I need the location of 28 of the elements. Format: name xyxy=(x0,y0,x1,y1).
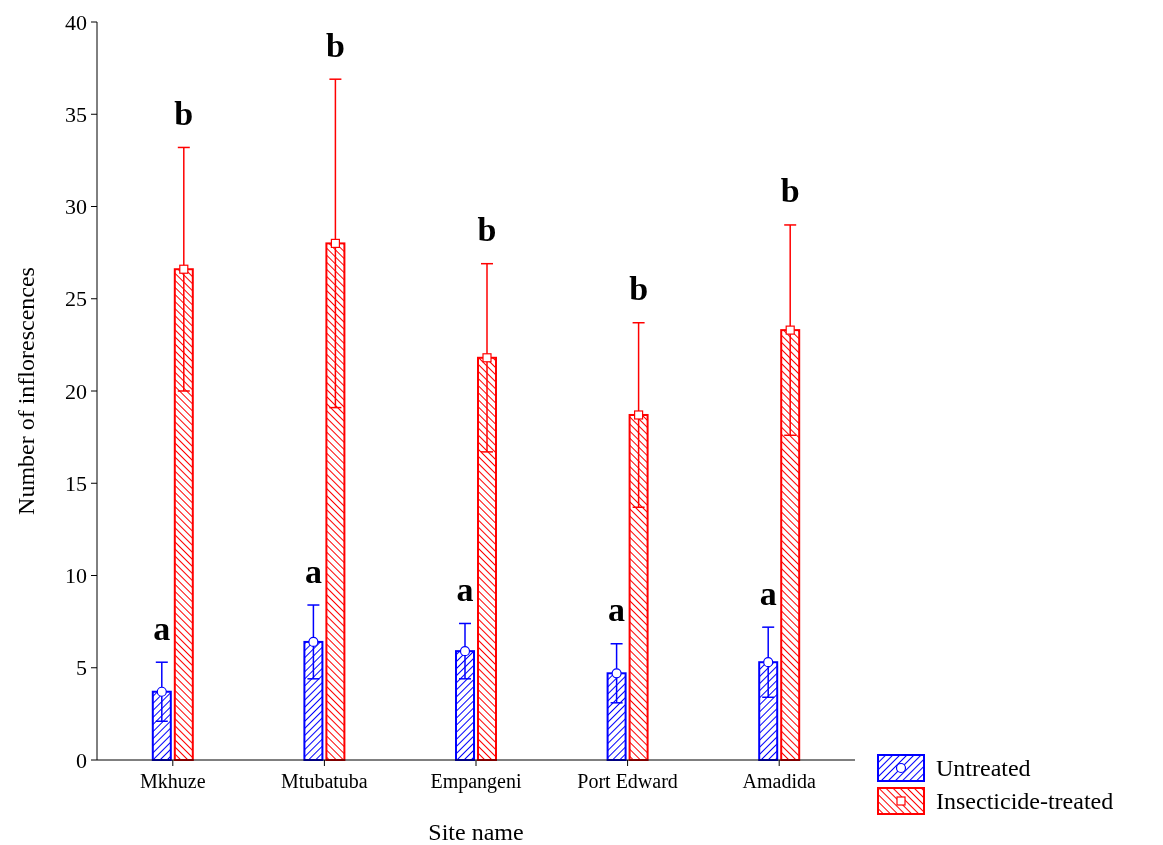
y-tick-label: 30 xyxy=(65,194,87,219)
annotation: a xyxy=(304,552,322,590)
y-tick-label: 40 xyxy=(65,9,87,35)
y-tick-label: 20 xyxy=(65,378,87,404)
x-tick-label: Port Edward xyxy=(577,770,678,792)
x-tick-label: Mtubatuba xyxy=(281,770,368,792)
y-tick-label: 0 xyxy=(76,747,87,773)
annotation: b xyxy=(477,211,497,249)
annotation: b xyxy=(780,172,800,210)
x-tick-label: Amadida xyxy=(742,770,816,792)
y-tick-label: 35 xyxy=(65,101,87,127)
x-tick-label: Empangeni xyxy=(430,770,522,793)
y-tick-label: 5 xyxy=(76,655,87,681)
y-tick-label: 25 xyxy=(65,286,87,312)
legend-label: Insecticide-treated xyxy=(936,788,1114,814)
annotation: b xyxy=(325,26,345,64)
y-tick-label: 15 xyxy=(65,470,87,496)
y-tick-label: 10 xyxy=(65,563,87,588)
annotation: a xyxy=(759,574,777,612)
annotation: b xyxy=(629,270,649,308)
annotation: a xyxy=(608,591,626,629)
annotation: b xyxy=(174,94,194,132)
annotation: a xyxy=(153,609,171,647)
x-axis-title: Site name xyxy=(428,819,524,845)
legend-label: Untreated xyxy=(936,755,1031,781)
x-tick-label: Mkhuze xyxy=(140,770,206,792)
y-axis-title: Number of inflorescences xyxy=(13,267,39,515)
annotation: a xyxy=(456,570,474,608)
